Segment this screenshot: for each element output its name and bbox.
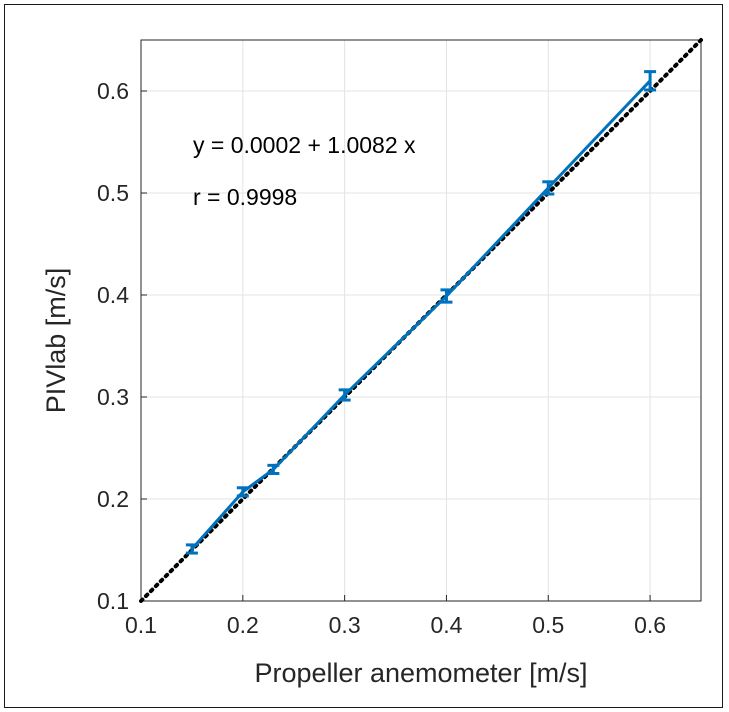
y-tick-label: 0.5: [97, 180, 129, 206]
y-tick-label: 0.4: [97, 282, 129, 308]
x-tick-label: 0.6: [634, 612, 666, 638]
figure-frame: [4, 4, 723, 708]
fit-equation-annotation: y = 0.0002 + 1.0082 x: [193, 132, 416, 158]
x-tick-label: 0.4: [430, 612, 462, 638]
error-bar: [440, 288, 453, 304]
y-tick-label: 0.6: [97, 78, 129, 104]
error-bar: [236, 486, 249, 498]
y-tick-label: 0.2: [97, 486, 129, 512]
correlation-annotation: r = 0.9998: [193, 184, 297, 210]
y-axis-ticks: 0.1 0.2 0.3 0.4 0.5 0.6: [97, 78, 147, 614]
error-bar: [338, 388, 351, 402]
error-bar: [542, 180, 555, 196]
reference-line-y-equals-x: [139, 38, 703, 603]
grid: [141, 40, 701, 601]
error-bar: [185, 543, 198, 555]
x-axis-label: Propeller anemometer [m/s]: [254, 658, 587, 688]
error-bar: [267, 463, 280, 475]
x-tick-label: 0.2: [227, 612, 259, 638]
x-axis-ticks: 0.1 0.2 0.3 0.4 0.5 0.6: [125, 595, 666, 638]
plot-area-border: [140, 39, 702, 602]
y-axis-label: PIVlab [m/s]: [41, 268, 71, 414]
y-tick-label: 0.1: [97, 588, 129, 614]
error-bar: [644, 70, 657, 92]
error-bars: [185, 70, 657, 555]
y-tick-label: 0.3: [97, 384, 129, 410]
x-tick-label: 0.3: [329, 612, 361, 638]
x-tick-label: 0.5: [532, 612, 564, 638]
x-tick-label: 0.1: [125, 612, 157, 638]
